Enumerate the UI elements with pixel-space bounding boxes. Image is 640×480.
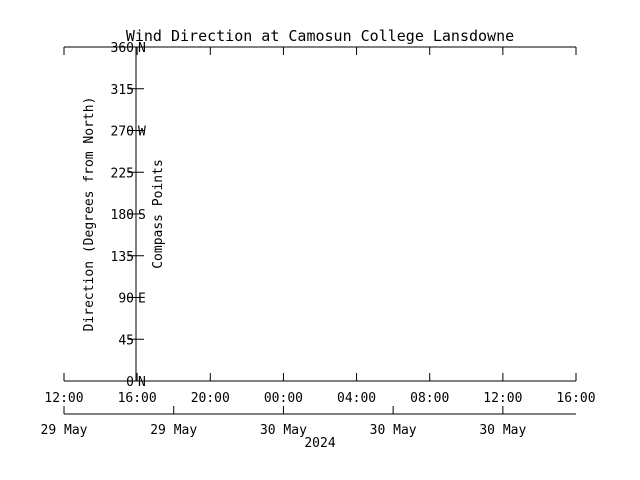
y-tick-label: 225 <box>111 166 134 181</box>
date-tick-label: 30 May <box>260 423 307 438</box>
x-tick-label: 16:00 <box>118 391 157 406</box>
compass-tick-label: W <box>138 125 146 140</box>
compass-tick-label: E <box>138 292 146 307</box>
y-tick-label: 270 <box>111 125 134 140</box>
y-tick-label: 135 <box>111 250 134 265</box>
x-tick-label: 08:00 <box>410 391 449 406</box>
y-tick-label: 360 <box>111 41 134 56</box>
date-tick-label: 29 May <box>41 423 88 438</box>
y-tick-label: 0 <box>126 375 134 390</box>
y-axis-label: Direction (Degrees from North) <box>82 97 97 332</box>
compass-axis-label: Compass Points <box>151 159 166 269</box>
x-tick-label: 04:00 <box>337 391 376 406</box>
compass-ticks: N E S W N <box>138 41 146 390</box>
y-tick-label: 90 <box>118 292 134 307</box>
date-tick-label: 30 May <box>479 423 526 438</box>
y-tick-label: 45 <box>118 333 134 348</box>
y-tick-label: 180 <box>111 208 134 223</box>
date-tick-label: 29 May <box>150 423 197 438</box>
compass-tick-label: N <box>138 41 146 56</box>
compass-tick-label: S <box>138 208 146 223</box>
x-tick-label: 12:00 <box>483 391 522 406</box>
x-time-ticks: 12:00 16:00 20:00 00:00 04:00 08:00 12:00 16:00 <box>44 47 596 406</box>
x-tick-label: 16:00 <box>556 391 595 406</box>
compass-tick-label: N <box>138 375 146 390</box>
x-tick-label: 12:00 <box>44 391 83 406</box>
y-ticks: 0 45 90 135 180 225 270 315 360 <box>111 41 144 390</box>
x-tick-label: 00:00 <box>264 391 303 406</box>
x-date-ticks: 29 May 29 May 30 May 30 May 30 May <box>41 406 527 438</box>
date-tick-label: 30 May <box>370 423 417 438</box>
y-tick-label: 315 <box>111 83 134 98</box>
x-axis-year-label: 2024 <box>304 436 335 451</box>
chart-title: Wind Direction at Camosun College Lansdo… <box>126 27 514 45</box>
x-tick-label: 20:00 <box>191 391 230 406</box>
